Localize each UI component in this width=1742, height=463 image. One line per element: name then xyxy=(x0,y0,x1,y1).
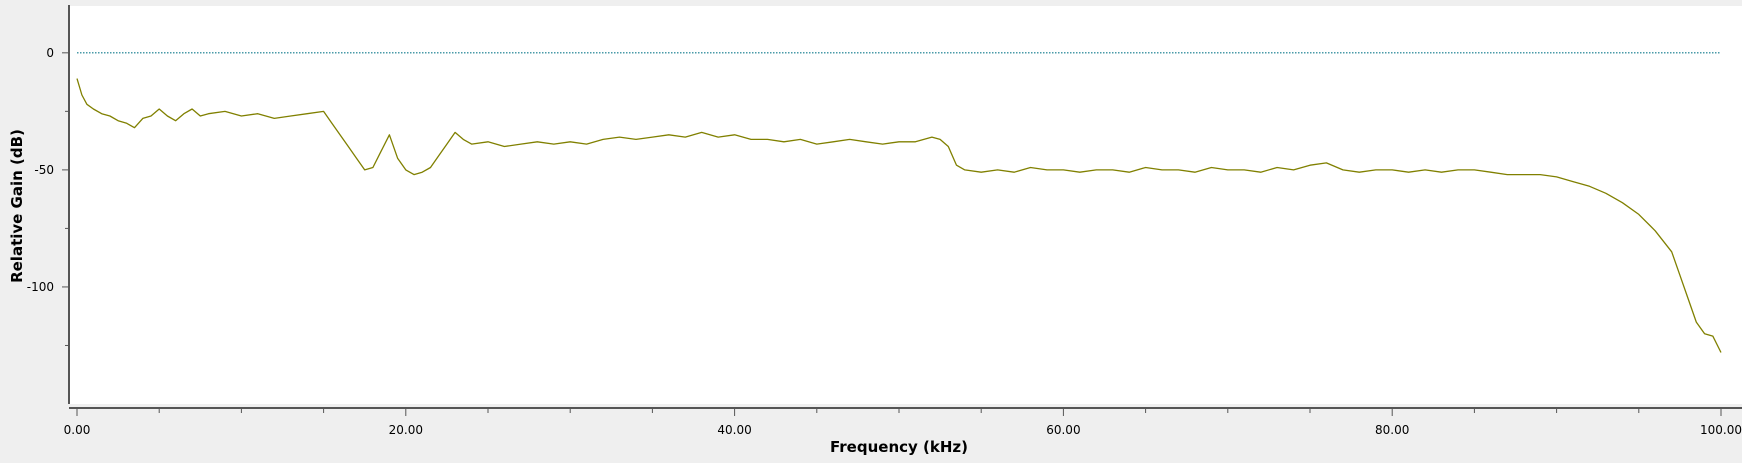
x-tick-label: 0.00 xyxy=(64,423,91,437)
x-tick-label: 20.00 xyxy=(389,423,423,437)
x-tick-label: 60.00 xyxy=(1046,423,1080,437)
plot-canvas xyxy=(70,6,1742,404)
x-axis-ticks: 0.00 20.00 40.00 60.00 80.00 100.00 xyxy=(64,409,1742,437)
y-tick-label: 0 xyxy=(46,46,54,60)
x-tick-label: 40.00 xyxy=(717,423,751,437)
y-tick-label: -50 xyxy=(34,163,54,177)
x-tick-label: 80.00 xyxy=(1375,423,1409,437)
y-axis-title: Relative Gain (dB) xyxy=(8,129,26,283)
x-tick-label: 100.00 xyxy=(1700,423,1742,437)
gain-response-trace xyxy=(76,78,1722,353)
x-axis-title: Frequency (kHz) xyxy=(830,438,968,456)
y-tick-label: -100 xyxy=(27,280,54,294)
y-axis-ticks: 0 -50 -100 xyxy=(27,46,69,346)
